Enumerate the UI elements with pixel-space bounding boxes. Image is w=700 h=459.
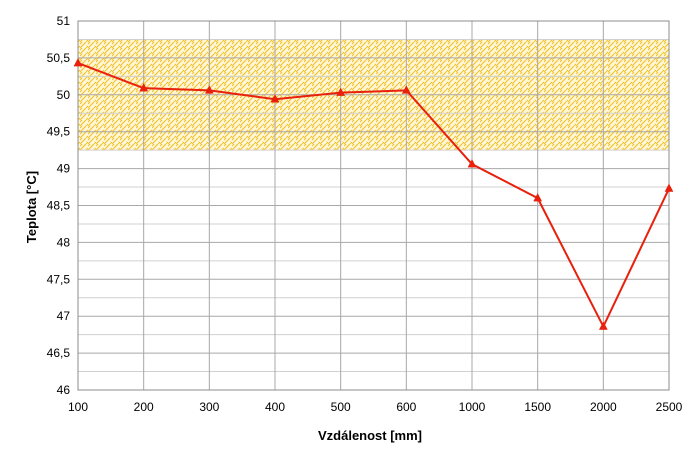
plot-border bbox=[77, 20, 670, 391]
x-tick-label: 2000 bbox=[590, 400, 617, 414]
data-point-marker bbox=[598, 321, 608, 330]
x-tick-label: 1000 bbox=[459, 400, 486, 414]
x-tick-label: 100 bbox=[68, 400, 88, 414]
data-point-marker bbox=[664, 183, 674, 192]
x-tick-label: 2500 bbox=[656, 400, 683, 414]
y-tick-label: 47 bbox=[57, 309, 71, 323]
y-axis-title: Teplota [°C] bbox=[24, 171, 39, 243]
y-tick-label: 49,5 bbox=[47, 125, 71, 139]
data-point-marker bbox=[73, 58, 83, 67]
x-tick-label: 500 bbox=[331, 400, 351, 414]
y-tick-label: 48,5 bbox=[47, 199, 71, 213]
y-tick-label: 48 bbox=[57, 235, 71, 249]
data-point-marker bbox=[139, 83, 149, 92]
data-point-marker bbox=[533, 193, 543, 202]
data-point-marker bbox=[270, 94, 280, 103]
y-tick-label: 49 bbox=[57, 162, 71, 176]
y-tick-label: 50 bbox=[57, 88, 71, 102]
x-tick-label: 1500 bbox=[524, 400, 551, 414]
x-tick-label: 200 bbox=[134, 400, 154, 414]
data-point-marker bbox=[467, 159, 477, 168]
y-tick-label: 51 bbox=[57, 14, 71, 28]
y-tick-label: 46,5 bbox=[47, 346, 71, 360]
y-tick-label: 47,5 bbox=[47, 272, 71, 286]
series-line bbox=[77, 62, 670, 329]
y-tick-label: 50,5 bbox=[47, 51, 71, 65]
x-axis-title: Vzdálenost [mm] bbox=[318, 428, 422, 443]
data-point-marker bbox=[204, 85, 214, 94]
x-tick-label: 300 bbox=[199, 400, 219, 414]
x-tick-label: 400 bbox=[265, 400, 285, 414]
x-tick-label: 600 bbox=[396, 400, 416, 414]
y-tick-label: 46 bbox=[57, 383, 71, 397]
data-point-marker bbox=[336, 87, 346, 96]
data-point-marker bbox=[401, 85, 411, 94]
